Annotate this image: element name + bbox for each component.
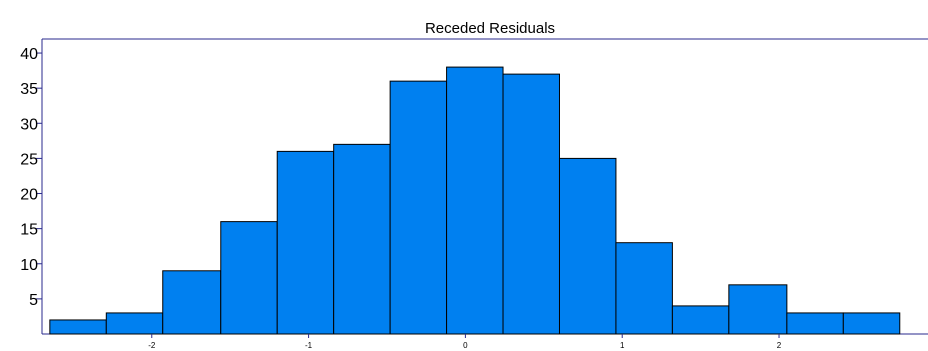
- histogram-bar: [842, 312, 901, 335]
- y-tick-label: 40: [20, 46, 38, 63]
- histogram-bar: [105, 312, 164, 335]
- bars-layer: [49, 66, 901, 335]
- x-tick-label: 2: [777, 341, 782, 350]
- x-tick-label: 1: [620, 341, 625, 350]
- histogram-bar: [502, 73, 560, 335]
- y-ticks: 5 10 15 20 25 30 35 40: [20, 46, 42, 309]
- y-tick-label: 20: [20, 187, 38, 204]
- histogram-bar: [558, 157, 617, 335]
- histogram-bar: [446, 66, 504, 335]
- x-ticks: -2-10123: [148, 334, 782, 350]
- chart-title: Receded Residuals: [425, 20, 555, 37]
- y-tick-label: 25: [20, 151, 38, 168]
- histogram-bar: [162, 270, 222, 335]
- histogram-bar: [49, 319, 107, 335]
- y-tick-label: 5: [29, 292, 38, 309]
- y-tick-label: 15: [20, 222, 38, 239]
- x-tick-label: 0: [463, 341, 468, 350]
- histogram-bar: [728, 284, 788, 335]
- histogram-bar: [615, 242, 673, 335]
- x-tick-label: -2: [148, 341, 156, 350]
- histogram-bar: [333, 143, 391, 335]
- histogram-bar: [276, 150, 335, 335]
- x-tick-label: -1: [305, 341, 313, 350]
- histogram-bar: [220, 221, 278, 335]
- histogram-bar: [786, 312, 844, 335]
- histogram-bar: [671, 305, 730, 335]
- y-tick-label: 10: [20, 257, 38, 274]
- y-tick-label: 30: [20, 116, 38, 133]
- histogram-bar: [389, 80, 448, 335]
- y-tick-label: 35: [20, 81, 38, 98]
